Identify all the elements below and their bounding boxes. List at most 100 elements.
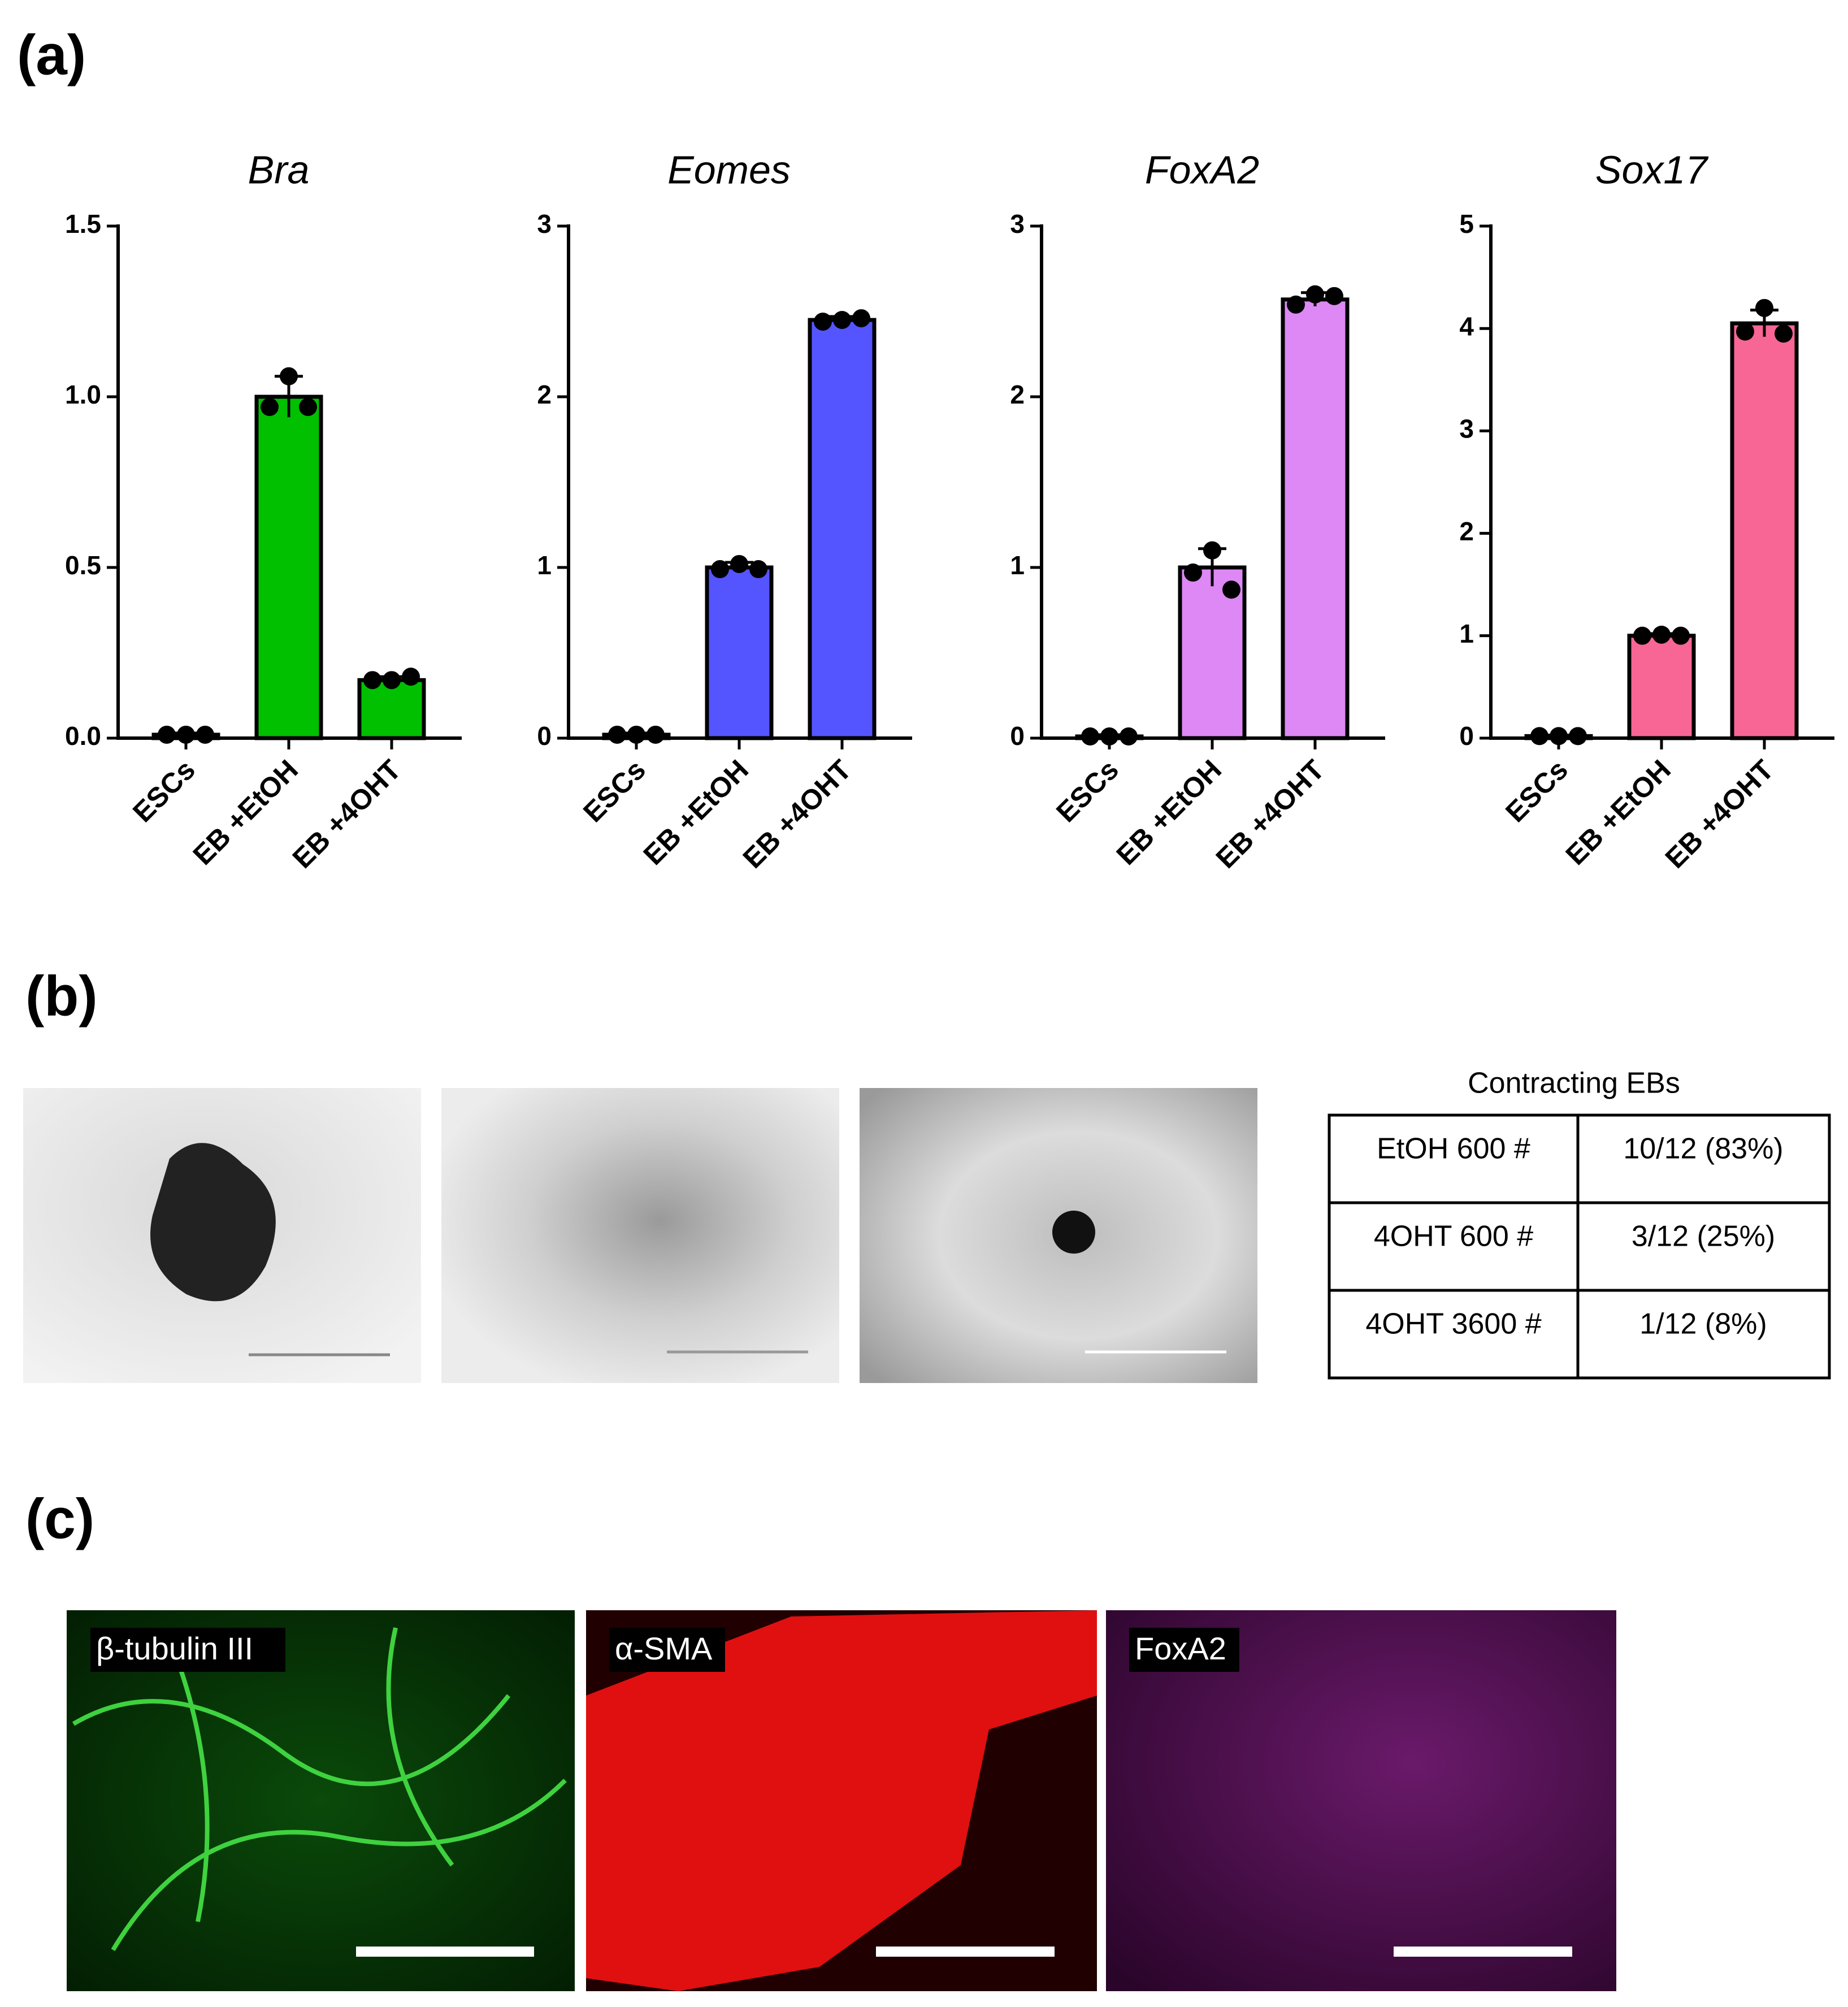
image-blob xyxy=(1052,1211,1095,1254)
y-tick-label: 1 xyxy=(1459,619,1474,648)
data-point xyxy=(1306,285,1324,304)
data-point xyxy=(1652,625,1671,644)
y-tick-label: 2 xyxy=(537,380,552,409)
data-point xyxy=(608,725,626,744)
y-tick-label: 0.0 xyxy=(65,721,101,751)
table-cell: 1/12 (8%) xyxy=(1639,1308,1767,1341)
data-point xyxy=(1633,626,1651,645)
x-tick-label: ESCs xyxy=(577,754,652,829)
data-point xyxy=(1530,727,1548,745)
y-tick-label: 1.0 xyxy=(65,380,101,409)
x-tick-label: EB +EtOH xyxy=(187,754,305,872)
x-tick-label: EB +EtOH xyxy=(637,754,755,872)
data-point xyxy=(1736,322,1754,341)
table-cell: 4OHT 3600 # xyxy=(1365,1308,1541,1341)
y-tick-label: 0 xyxy=(537,721,552,751)
data-point xyxy=(1775,324,1793,343)
data-point xyxy=(1184,563,1202,582)
data-point xyxy=(833,311,851,330)
data-point xyxy=(158,725,176,744)
x-tick-label: EB +4OHT xyxy=(1659,754,1780,874)
panel-labels: (a) (b) (c) xyxy=(17,23,98,1550)
bar xyxy=(357,678,426,740)
data-point xyxy=(1672,626,1690,645)
image-blob xyxy=(150,1143,276,1302)
brightfield-images xyxy=(23,1088,1257,1383)
x-tick-label: ESCs xyxy=(1050,754,1125,829)
data-point xyxy=(402,667,420,686)
data-point xyxy=(280,367,298,385)
y-tick-label: 3 xyxy=(1010,209,1025,239)
x-tick-label: EB +4OHT xyxy=(1210,754,1330,874)
chart-title: Eomes xyxy=(667,148,791,192)
y-tick-label: 0 xyxy=(1010,721,1025,751)
table-cell: 10/12 (83%) xyxy=(1623,1133,1783,1165)
bar xyxy=(1730,321,1799,740)
image-label: FoxA2 xyxy=(1135,1631,1226,1666)
bar xyxy=(254,395,323,740)
image-label: α-SMA xyxy=(615,1631,713,1666)
data-point xyxy=(749,560,767,579)
y-tick-label: 0.5 xyxy=(65,550,101,580)
y-tick-label: 3 xyxy=(537,209,552,239)
data-point xyxy=(363,671,381,690)
chart-title: Bra xyxy=(248,148,310,192)
data-point xyxy=(1203,541,1221,560)
data-point xyxy=(1550,727,1568,745)
bar xyxy=(705,565,774,740)
data-point xyxy=(299,398,317,417)
data-point xyxy=(627,725,645,744)
y-tick-label: 5 xyxy=(1459,209,1474,239)
data-point xyxy=(196,725,214,744)
data-point xyxy=(1287,295,1305,314)
bar xyxy=(1627,634,1696,740)
data-point xyxy=(1569,727,1587,745)
x-tick-label: EB +EtOH xyxy=(1110,754,1228,872)
image-label: β-tubulin III xyxy=(96,1631,253,1666)
data-point xyxy=(1325,287,1343,305)
table: Contracting EBs EtOH 600 # 10/12 (83%) 4… xyxy=(1328,1067,1831,1380)
panel-label: (a) xyxy=(17,23,86,86)
x-tick-label: EB +4OHT xyxy=(287,754,407,874)
image xyxy=(67,1610,575,1991)
data-point xyxy=(383,671,401,690)
data-point xyxy=(1100,727,1118,745)
image xyxy=(441,1088,839,1383)
data-point xyxy=(711,560,729,579)
data-point xyxy=(1222,580,1240,599)
data-point xyxy=(177,725,195,744)
table-title: Contracting EBs xyxy=(1468,1067,1680,1100)
image xyxy=(1106,1610,1616,1991)
image-cells xyxy=(586,1610,1097,1991)
x-tick-label: ESCs xyxy=(127,754,201,829)
y-tick-label: 0 xyxy=(1459,721,1474,751)
y-tick-label: 4 xyxy=(1459,311,1474,341)
chart-title: FoxA2 xyxy=(1145,148,1259,192)
image-fibers xyxy=(72,1627,567,1952)
table-cell: EtOH 600 # xyxy=(1377,1133,1530,1165)
data-point xyxy=(261,398,279,417)
y-tick-label: 1 xyxy=(1010,550,1025,580)
image-label-box xyxy=(90,1628,285,1672)
y-tick-label: 1 xyxy=(537,550,552,580)
fluorescence-images: β-tubulin III α-SMA FoxA2 xyxy=(67,1610,1616,1991)
x-tick-label: EB +EtOH xyxy=(1560,754,1677,872)
image-label-box xyxy=(609,1628,725,1672)
chart-title: Sox17 xyxy=(1595,148,1710,192)
y-tick-label: 1.5 xyxy=(65,209,101,239)
data-point xyxy=(1755,298,1773,317)
panel-label: (c) xyxy=(25,1487,94,1550)
table-cell: 3/12 (25%) xyxy=(1632,1220,1775,1253)
bar xyxy=(808,318,877,740)
data-point xyxy=(647,725,665,744)
data-point xyxy=(1081,727,1099,745)
y-tick-label: 2 xyxy=(1459,517,1474,546)
data-point xyxy=(852,309,870,328)
y-tick-label: 3 xyxy=(1459,414,1474,444)
panel-label: (b) xyxy=(25,964,98,1028)
data-point xyxy=(1120,727,1138,745)
data-point xyxy=(814,313,832,331)
y-tick-label: 2 xyxy=(1010,380,1025,409)
